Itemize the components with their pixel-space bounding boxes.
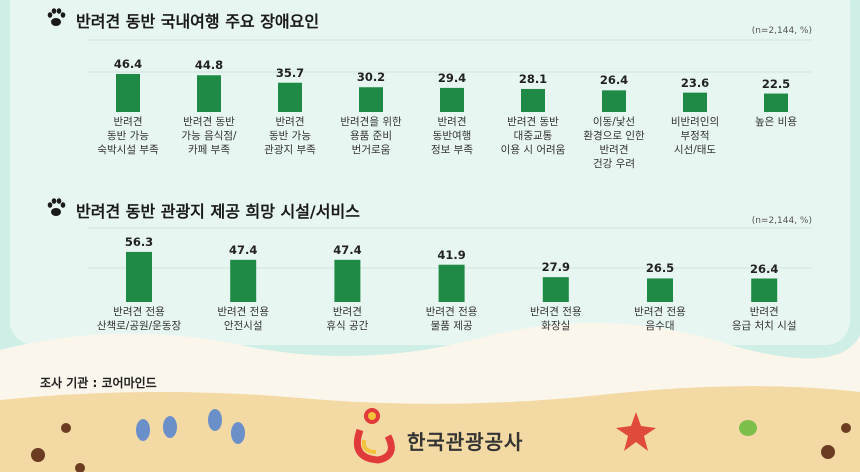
paw-part xyxy=(51,208,61,216)
category-label: 비반려인의 부정적 시선/태도 xyxy=(670,116,720,156)
paw-part xyxy=(51,198,57,204)
bar xyxy=(334,259,361,302)
category-label: 반려견 응급 처치 시설 xyxy=(731,306,797,332)
paw-part xyxy=(60,202,66,208)
paw-part xyxy=(60,12,66,18)
source: 조사 기관 : 코어마인드 xyxy=(40,376,157,390)
bar xyxy=(116,73,140,112)
value-label: 30.2 xyxy=(356,70,386,85)
slippers xyxy=(136,409,245,444)
category-label: 반려견 전용 물품 제공 xyxy=(425,306,478,332)
value-label: 44.8 xyxy=(194,58,224,73)
sand xyxy=(0,386,860,472)
logo-mark xyxy=(353,408,395,464)
category-label: 반려견 전용 음수대 xyxy=(634,306,686,332)
value-label: 26.4 xyxy=(750,261,779,276)
bar xyxy=(542,277,569,302)
sample-note: (n=2,144, %) xyxy=(751,216,812,226)
category-label: 높은 비용 xyxy=(755,116,797,128)
category-label: 반려견 동반 가능 관광지 부족 xyxy=(264,116,316,156)
value-label: 41.9 xyxy=(437,247,466,262)
category-label: 반려견 휴식 공간 xyxy=(326,306,369,332)
value-label: 35.7 xyxy=(275,65,305,80)
paw-part xyxy=(56,8,62,14)
category-label: 이동/낯선 환경으로 인한 반려견 건강 우려 xyxy=(583,116,645,170)
value-label: 22.5 xyxy=(761,76,791,91)
bar xyxy=(683,92,707,112)
category-label: 반려견 동반 대중교통 이용 시 어려움 xyxy=(500,116,566,156)
bar xyxy=(278,82,302,112)
paw-icon xyxy=(47,198,66,216)
value-label: 23.6 xyxy=(680,75,710,90)
value-label: 27.9 xyxy=(541,260,570,275)
category-label: 반려견 동반여행 정보 부족 xyxy=(431,116,473,156)
sample-note: (n=2,144, %) xyxy=(751,26,812,36)
bar xyxy=(647,278,673,302)
value-label: 46.4 xyxy=(113,56,143,71)
bar xyxy=(521,88,545,112)
bar xyxy=(602,90,626,112)
bar xyxy=(359,87,383,112)
value-label: 26.5 xyxy=(645,261,675,276)
paw-prints xyxy=(31,423,851,472)
paw-part xyxy=(51,8,57,14)
value-label: 47.4 xyxy=(333,242,362,257)
category-label: 반려견 전용 산책로/공원/운동장 xyxy=(96,306,182,332)
paw-part xyxy=(56,198,62,204)
category-label: 반려견을 위한 용품 준비 번거로움 xyxy=(340,116,402,156)
paw-part xyxy=(47,202,53,208)
value-label: 26.4 xyxy=(599,73,629,88)
category-label: 반려견 동반 가능 숙박시설 부족 xyxy=(97,116,159,156)
bar xyxy=(764,93,788,112)
category-label: 반려견 전용 안전시설 xyxy=(217,306,269,332)
bar xyxy=(230,259,257,302)
bar xyxy=(126,251,152,302)
category-label: 반려견 동반 가능 음식점/ 카페 부족 xyxy=(181,116,237,156)
value-label: 28.1 xyxy=(518,71,548,86)
value-label: 29.4 xyxy=(437,70,467,85)
value-label: 56.3 xyxy=(124,234,154,249)
starfish xyxy=(616,412,656,451)
bar xyxy=(751,278,778,302)
paw-part xyxy=(47,12,53,18)
paw-part xyxy=(51,18,61,26)
chart-title: 반려견 동반 관광지 제공 희망 시설/서비스 xyxy=(76,202,360,221)
category-label: 반려견 전용 화장실 xyxy=(529,306,582,332)
paw-icon xyxy=(47,8,66,26)
shell xyxy=(739,420,757,436)
bar xyxy=(438,264,465,302)
bar xyxy=(197,75,221,112)
bar xyxy=(440,87,464,112)
chart-title: 반려견 동반 국내여행 주요 장애요인 xyxy=(76,12,320,31)
logo-text: 한국관광공사 xyxy=(407,430,524,454)
value-label: 47.4 xyxy=(229,242,258,257)
